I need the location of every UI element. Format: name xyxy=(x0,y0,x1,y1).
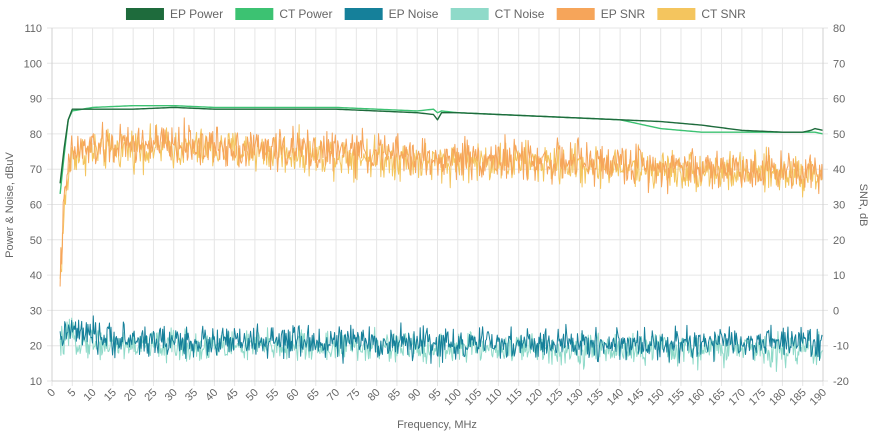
x-tick-label: 30 xyxy=(163,387,180,404)
x-tick-label: 160 xyxy=(686,387,707,408)
legend-item-ep-snr[interactable]: EP SNR xyxy=(556,7,646,21)
legend-item-ep-power[interactable]: EP Power xyxy=(125,7,223,21)
x-tick-label: 105 xyxy=(463,387,484,408)
x-tick-label: 150 xyxy=(645,387,666,408)
x-tick-label: 35 xyxy=(183,387,200,404)
legend[interactable]: EP Power CT Power EP Noise CT Noise EP SNR CT… xyxy=(125,7,746,21)
x-tick-label: 60 xyxy=(284,387,301,404)
y-right-tick-label: 60 xyxy=(833,94,845,106)
legend-label: CT Power xyxy=(279,7,332,21)
y-axis-right-title: SNR, dB xyxy=(857,184,869,227)
legend-item-ep-noise[interactable]: EP Noise xyxy=(344,7,439,21)
x-tick-label: 95 xyxy=(426,387,443,404)
legend-label: EP Power xyxy=(170,7,223,21)
legend-swatch xyxy=(657,8,696,20)
y-left-tick-label: 80 xyxy=(30,129,42,141)
y-left-tick-label: 50 xyxy=(30,235,42,247)
x-tick-label: 155 xyxy=(666,387,687,408)
x-tick-label: 135 xyxy=(584,387,605,408)
legend-swatch xyxy=(235,8,274,20)
x-tick-label: 10 xyxy=(82,387,99,404)
x-tick-label: 110 xyxy=(484,387,505,408)
series-line-ct-snr xyxy=(59,123,824,279)
y-left-tick-label: 30 xyxy=(30,305,42,317)
x-tick-label: 45 xyxy=(224,387,241,404)
x-tick-label: 50 xyxy=(244,387,261,404)
x-tick-label: 145 xyxy=(625,387,646,408)
x-tick-label: 55 xyxy=(264,387,281,404)
x-tick-label: 130 xyxy=(564,387,585,408)
x-tick-label: 90 xyxy=(406,387,423,404)
y-right-tick-label: 20 xyxy=(833,235,845,247)
y-right-tick-label: 70 xyxy=(833,58,845,70)
x-tick-label: 140 xyxy=(605,387,626,408)
x-tick-label: 115 xyxy=(504,387,525,408)
y-left-tick-label: 40 xyxy=(30,270,42,282)
y-right-tick-label: -20 xyxy=(833,376,849,388)
legend-label: CT SNR xyxy=(701,7,746,21)
y-right-tick-label: 80 xyxy=(833,23,845,35)
legend-label: EP SNR xyxy=(601,7,646,21)
y-right-tick-label: 40 xyxy=(833,164,845,176)
y-right-tick-label: 10 xyxy=(833,270,845,282)
x-tick-label: 0 xyxy=(45,387,58,400)
y-left-tick-label: 10 xyxy=(30,376,42,388)
y-right-tick-label: 30 xyxy=(833,200,845,212)
legend-item-ct-snr[interactable]: CT SNR xyxy=(657,7,746,21)
series-lines xyxy=(59,104,824,372)
x-tick-label: 20 xyxy=(122,387,139,404)
legend-swatch xyxy=(125,8,164,20)
x-tick-label: 15 xyxy=(102,387,119,404)
y-right-tick-label: 50 xyxy=(833,129,845,141)
y-left-tick-label: 60 xyxy=(30,200,42,212)
series-line-ct-power xyxy=(59,104,824,194)
x-tick-label: 175 xyxy=(747,387,768,408)
x-tick-label: 100 xyxy=(442,387,463,408)
legend-swatch xyxy=(556,8,595,20)
x-tick-label: 185 xyxy=(787,387,808,408)
y-left-tick-label: 20 xyxy=(30,341,42,353)
x-tick-label: 80 xyxy=(366,387,383,404)
legend-item-ct-power[interactable]: CT Power xyxy=(235,7,332,21)
y-left-tick-label: 70 xyxy=(30,164,42,176)
legend-label: EP Noise xyxy=(389,7,439,21)
y-left-tick-label: 110 xyxy=(24,23,42,35)
legend-item-ct-noise[interactable]: CT Noise xyxy=(450,7,545,21)
x-tick-label: 65 xyxy=(305,387,322,404)
x-tick-label: 170 xyxy=(726,387,747,408)
legend-swatch xyxy=(450,8,489,20)
y-right-tick-label: -10 xyxy=(833,341,849,353)
series-line-ep-snr xyxy=(59,117,824,287)
x-tick-label: 75 xyxy=(345,387,362,404)
series-line-ep-power xyxy=(59,106,824,184)
x-tick-label: 120 xyxy=(524,387,545,408)
series-line-ep-noise xyxy=(59,315,824,364)
x-tick-label: 5 xyxy=(66,387,79,400)
y-right-tick-label: 0 xyxy=(833,305,839,317)
x-tick-label: 180 xyxy=(767,387,788,408)
x-tick-label: 25 xyxy=(142,387,159,404)
legend-label: CT Noise xyxy=(495,7,545,21)
x-tick-label: 70 xyxy=(325,387,342,404)
x-tick-label: 125 xyxy=(544,387,565,408)
legend-swatch xyxy=(344,8,383,20)
x-tick-label: 165 xyxy=(706,387,727,408)
y-left-tick-label: 90 xyxy=(30,94,42,106)
y-left-tick-label: 100 xyxy=(24,58,42,70)
y-axis-left-title: Power & Noise, dBuV xyxy=(4,151,16,257)
x-tick-label: 190 xyxy=(808,387,829,408)
x-tick-label: 40 xyxy=(203,387,220,404)
x-tick-label: 85 xyxy=(386,387,403,404)
x-axis-title: Frequency, MHz xyxy=(397,419,477,431)
